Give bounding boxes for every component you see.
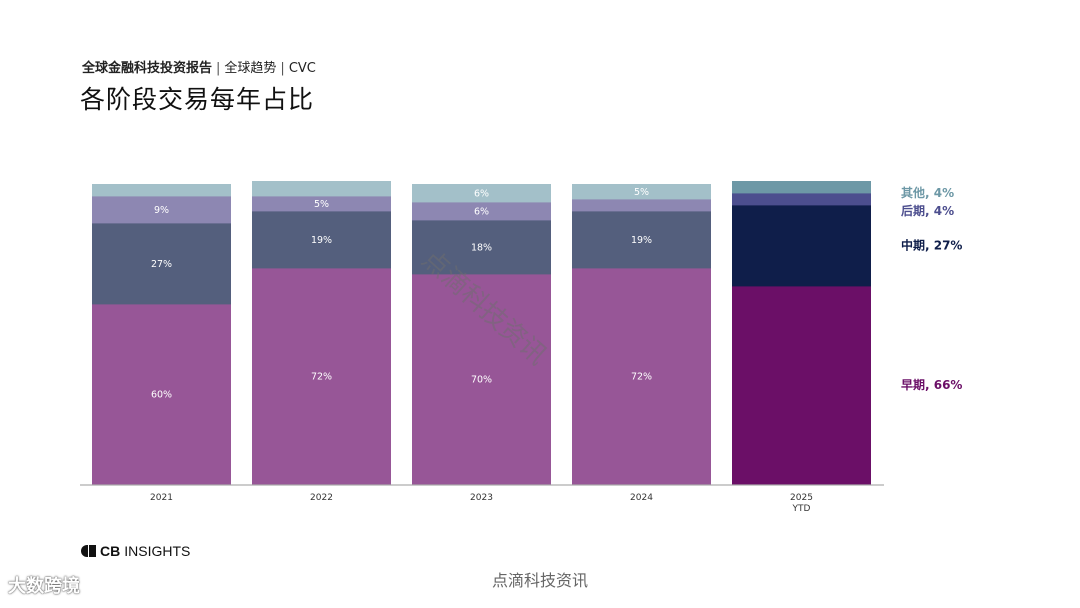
- bar-segment: [412, 274, 551, 485]
- bar-segment: [252, 196, 391, 212]
- data-label: 72%: [311, 372, 332, 383]
- bar-segment: [92, 184, 231, 197]
- legend-item: 早期, 66%: [901, 377, 962, 392]
- x-tick-label: 2025: [790, 493, 813, 503]
- bar-segment: [732, 181, 871, 194]
- cb-insights-logo: CB INSIGHTS: [81, 543, 190, 559]
- data-label: 5%: [314, 199, 329, 210]
- stamp-logo: 大数跨境: [8, 576, 80, 597]
- bar-segment: [252, 268, 391, 485]
- bar-segment: [412, 184, 551, 203]
- bar-segment: [732, 193, 871, 206]
- x-tick-label: 2022: [310, 493, 333, 503]
- bar-segment: [732, 286, 871, 485]
- header-separator: |: [280, 61, 285, 76]
- header-separator: |: [216, 61, 221, 76]
- bar-segment: [252, 211, 391, 269]
- bar-segment: [572, 211, 711, 269]
- bar-segment: [572, 199, 711, 212]
- data-label: 5%: [634, 187, 649, 198]
- data-label: 70%: [471, 375, 492, 386]
- legend-item: 后期, 4%: [901, 203, 954, 218]
- data-label: 18%: [471, 243, 492, 254]
- x-tick-label: 2023: [470, 493, 493, 503]
- x-tick-label: 2024: [630, 493, 653, 503]
- bar-segment: [92, 223, 231, 305]
- page-title: 各阶段交易每年占比: [80, 85, 315, 114]
- data-label: 72%: [631, 372, 652, 383]
- cb-insights-logo-icon: [81, 545, 96, 557]
- bar-segment: [572, 268, 711, 485]
- data-label: 19%: [631, 235, 652, 246]
- footer-source: 点滴科技资讯: [491, 571, 588, 590]
- bar-segment: [92, 196, 231, 224]
- x-tick-label: YTD: [792, 504, 811, 514]
- header-section: 全球趋势: [224, 61, 277, 76]
- bar-segment: [412, 202, 551, 221]
- bar-segment: [732, 205, 871, 287]
- data-label: 6%: [474, 189, 489, 200]
- brand-name-bold: CB: [100, 543, 121, 559]
- header-topic: CVC: [288, 61, 316, 76]
- bar-segment: [252, 181, 391, 197]
- report-name: 全球金融科技投资报告: [82, 61, 213, 76]
- brand-name-rest: INSIGHTS: [124, 543, 191, 559]
- bar-segment: [412, 220, 551, 275]
- x-tick-label: 2021: [150, 493, 173, 503]
- legend-item: 中期, 27%: [901, 238, 962, 253]
- data-label: 27%: [151, 259, 172, 270]
- data-label: 9%: [154, 205, 169, 216]
- data-label: 6%: [474, 207, 489, 218]
- legend-item: 其他, 4%: [901, 185, 954, 200]
- bar-segment: [572, 184, 711, 200]
- data-label: 19%: [311, 235, 332, 246]
- report-header: 全球金融科技投资报告 | 全球趋势 | CVC: [82, 57, 316, 76]
- bar-segment: [92, 304, 231, 485]
- data-label: 60%: [151, 390, 172, 401]
